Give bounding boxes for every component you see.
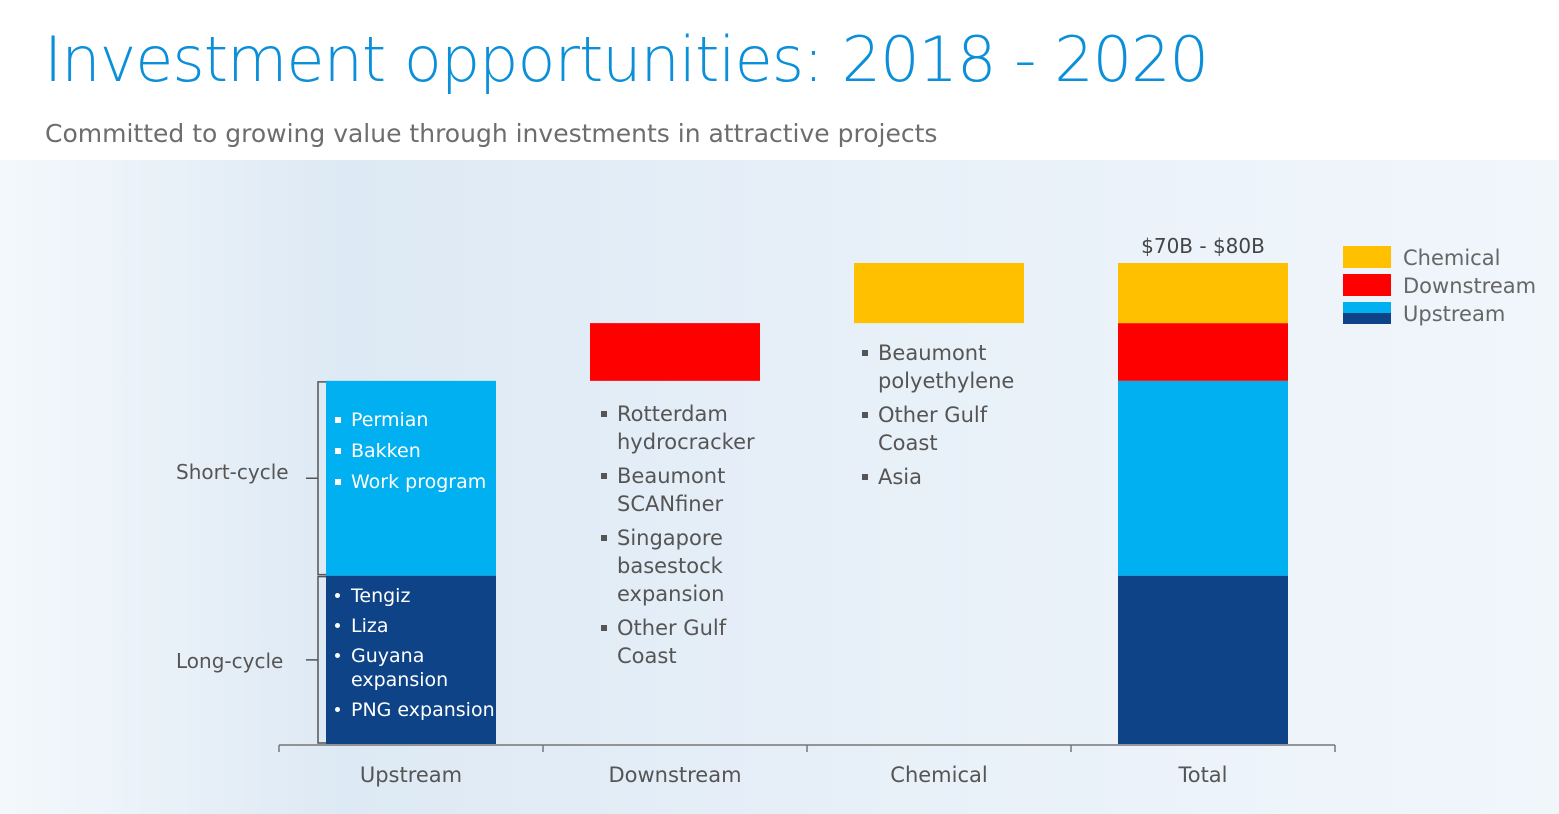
list-item: Work program [335, 470, 501, 494]
short-cycle-label: Short-cycle [176, 460, 289, 484]
total-value-label: $70B - $80B [1141, 234, 1265, 258]
legend-label: Downstream [1403, 274, 1537, 298]
bar-total-chemical [1118, 263, 1288, 324]
legend-swatch-upstream [1343, 302, 1391, 324]
list-item: Bakken [335, 439, 501, 463]
list-item: Other Gulf Coast [862, 401, 1023, 457]
long-cycle-label: Long-cycle [176, 649, 284, 673]
legend-item-downstream: Downstream [1343, 272, 1543, 300]
chart-panel [0, 160, 1559, 814]
bar-upstream-long-cycle [326, 575, 496, 744]
x-tick-label: Downstream [608, 763, 741, 787]
chemical-projects-list: Beaumont polyethylene Other Gulf Coast A… [862, 339, 1027, 497]
upstream-long-cycle-list: Tengiz Liza Guyana expansion PNG expansi… [335, 584, 495, 728]
list-item: Rotterdam hydrocracker [601, 400, 757, 456]
list-item: Beaumont SCANfiner [601, 462, 757, 518]
bar-total-downstream [1118, 323, 1288, 381]
bracket-long-cycle [306, 575, 326, 744]
x-tick-label: Total [1177, 763, 1227, 787]
downstream-projects-list: Rotterdam hydrocracker Beaumont SCANfine… [601, 400, 761, 676]
list-item: Singapore basestock expansion [601, 524, 757, 608]
legend-label: Chemical [1403, 246, 1501, 270]
legend-swatch-downstream [1343, 274, 1391, 296]
list-item: Other Gulf Coast [601, 614, 757, 670]
bar-total-short-cycle [1118, 380, 1288, 576]
list-item: PNG expansion [335, 698, 495, 722]
legend-swatch-chemical [1343, 246, 1391, 268]
list-item: Guyana expansion [335, 644, 451, 692]
bar-total-long-cycle [1118, 575, 1288, 744]
page-subtitle: Committed to growing value through inves… [45, 119, 938, 148]
list-item: Tengiz [335, 584, 490, 608]
legend-item-upstream: Upstream [1343, 300, 1543, 328]
list-item: Asia [862, 463, 1023, 491]
chart-legend: Chemical Downstream Upstream [1343, 244, 1543, 328]
page-title: Investment opportunities: 2018 - 2020 [44, 23, 1209, 96]
bar-chemical [854, 263, 1024, 324]
list-item: Liza [335, 614, 490, 638]
bar-downstream [590, 323, 760, 381]
bar-upstream-short-cycle [326, 380, 496, 576]
x-tick-label: Upstream [360, 763, 462, 787]
upstream-short-cycle-list: Permian Bakken Work program [335, 408, 501, 501]
x-tick-label: Chemical [890, 763, 987, 787]
legend-item-chemical: Chemical [1343, 244, 1543, 272]
list-item: Beaumont polyethylene [862, 339, 1023, 395]
legend-label: Upstream [1403, 302, 1506, 326]
bracket-short-cycle [306, 381, 326, 576]
list-item: Permian [335, 408, 501, 432]
